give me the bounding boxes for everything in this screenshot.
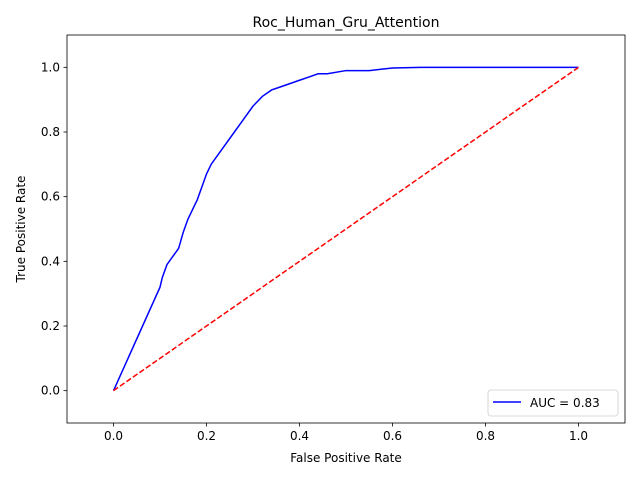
x-tick-label: 0.8 xyxy=(476,429,495,443)
y-tick-label: 0.6 xyxy=(41,190,60,204)
y-tick-label: 0.0 xyxy=(41,384,60,398)
x-axis-ticks: 0.0 0.2 0.4 0.6 0.8 1.0 xyxy=(104,423,588,443)
legend-box xyxy=(487,389,619,417)
x-tick-label: 0.4 xyxy=(290,429,309,443)
legend-label-auc: AUC = 0.83 xyxy=(530,396,600,410)
plot-frame xyxy=(66,34,626,424)
x-tick-label: 0.2 xyxy=(197,429,216,443)
y-tick-label: 0.8 xyxy=(41,125,60,139)
y-tick-label: 0.2 xyxy=(41,319,60,333)
x-tick-label: 1.0 xyxy=(569,429,588,443)
series-layer xyxy=(112,66,579,392)
y-axis-ticks: 0.0 0.2 0.4 0.6 0.8 1.0 xyxy=(41,60,67,398)
y-tick-label: 0.4 xyxy=(41,254,60,268)
chart-title: Roc_Human_Gru_Attention xyxy=(253,15,440,31)
x-tick-label: 0.0 xyxy=(104,429,123,443)
x-axis-label: False Positive Rate xyxy=(290,451,402,465)
series-line-roc-curve xyxy=(112,66,579,391)
y-tick-label: 1.0 xyxy=(41,60,60,74)
legend: AUC = 0.83 xyxy=(487,389,619,417)
x-tick-label: 0.6 xyxy=(383,429,402,443)
y-axis-label: True Positive Rate xyxy=(14,176,28,284)
plot-area xyxy=(67,35,625,423)
